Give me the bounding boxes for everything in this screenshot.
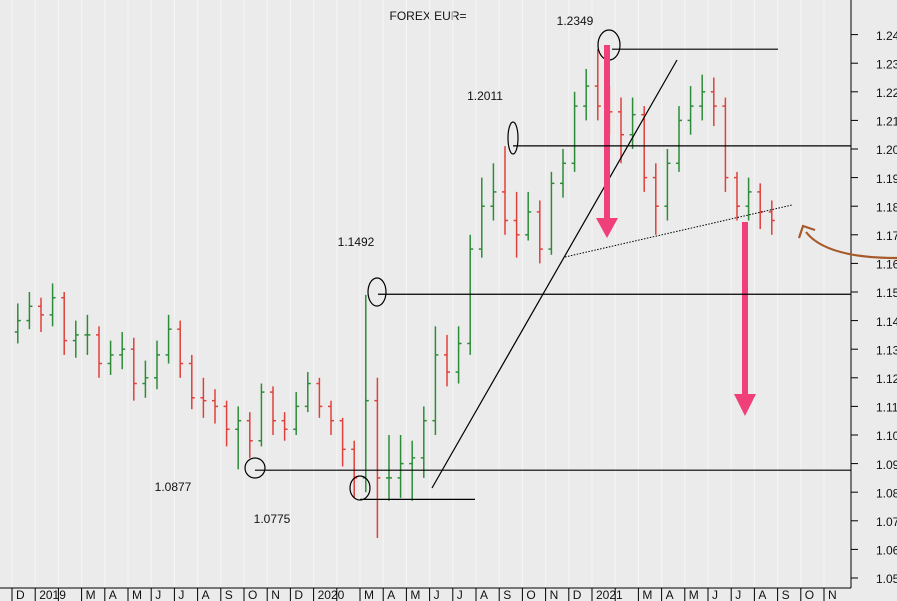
x-tick-label: M [689, 588, 699, 601]
x-tick-label: S [782, 588, 790, 601]
curved-arrow-head [797, 224, 816, 239]
trend-line [431, 59, 678, 489]
x-tick-label: N [828, 588, 837, 601]
x-tick-label: M [642, 588, 652, 601]
x-tick-label: S [225, 588, 233, 601]
ellipse [349, 475, 371, 501]
x-tick-label: N [271, 588, 280, 601]
y-tick-label: 1.21 [876, 115, 897, 129]
x-tick-label: D [573, 588, 582, 601]
level-label: 1.2011 [467, 89, 503, 103]
x-tick-label: M [410, 588, 420, 601]
arrow-head [596, 218, 618, 238]
y-tick-label: 1.18 [876, 200, 897, 214]
y-tick-label: 1.16 [876, 258, 897, 272]
arrow-head [734, 394, 756, 416]
ellipse [367, 277, 387, 307]
x-tick-label: A [109, 588, 117, 601]
y-tick-label: 1.15 [876, 286, 897, 300]
x-tick-label: J [712, 588, 718, 601]
chart-title: FOREX EUR= [389, 9, 466, 23]
x-tick-label: O [248, 588, 257, 601]
x-tick-label: N [550, 588, 559, 601]
curved-arrow [805, 231, 897, 260]
y-tick-label: 1.23 [876, 57, 897, 71]
arrow [604, 45, 748, 396]
y-tick-label: 1.10 [876, 429, 897, 443]
x-tick-label: J [457, 588, 463, 601]
y-tick-label: 1.07 [876, 515, 897, 529]
annotations [244, 29, 897, 501]
x-tick-label: 2019 [39, 588, 66, 601]
y-tick-label: 1.05 [876, 572, 897, 586]
y-tick-label: 1.24 [876, 29, 897, 43]
ellipse [507, 121, 519, 155]
ellipse [244, 457, 266, 479]
y-tick-label: 1.20 [876, 143, 897, 157]
y-tick-label: 1.13 [876, 343, 897, 357]
x-tick-label: S [503, 588, 511, 601]
y-tick-label: 1.08 [876, 486, 897, 500]
x-tick-label: M [86, 588, 96, 601]
x-tick-label: A [202, 588, 210, 601]
y-tick-label: 1.06 [876, 544, 897, 558]
x-tick-label: A [387, 588, 395, 601]
x-tick-label: 2020 [318, 588, 345, 601]
x-tick-label: J [735, 588, 741, 601]
x-tick-label: M [132, 588, 142, 601]
y-tick-label: 1.22 [876, 86, 897, 100]
x-tick-label: A [480, 588, 488, 601]
y-tick-label: 1.17 [876, 229, 897, 243]
x-tick-label: J [155, 588, 161, 601]
level-label: 1.1492 [338, 235, 375, 249]
x-tick-label: O [805, 588, 814, 601]
x-tick-label: 2021 [596, 588, 623, 601]
x-tick-label: D [16, 588, 25, 601]
x-tick-label: J [178, 588, 184, 601]
x-tick-label: O [526, 588, 535, 601]
level-label: 1.2349 [557, 14, 594, 28]
y-tick-label: 1.12 [876, 372, 897, 386]
y-tick-label: 1.14 [876, 315, 897, 329]
x-tick-label: D [294, 588, 303, 601]
y-tick-label: 1.11 [876, 401, 897, 415]
trend-line-dotted [564, 204, 793, 258]
x-tick-label: A [758, 588, 766, 601]
level-label: 1.0877 [155, 480, 192, 494]
y-tick-label: 1.09 [876, 458, 897, 472]
level-label: 1.0775 [254, 512, 291, 526]
x-tick-label: M [364, 588, 374, 601]
y-tick-label: 1.19 [876, 172, 897, 186]
x-tick-label: A [666, 588, 674, 601]
x-tick-label: J [434, 588, 440, 601]
